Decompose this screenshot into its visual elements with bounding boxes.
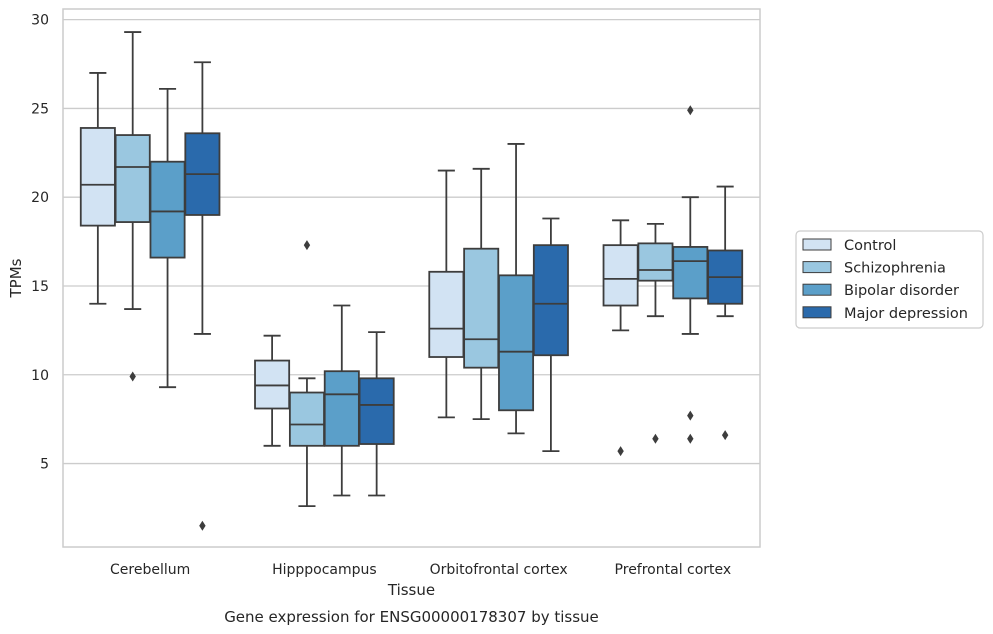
y-tick-label: 20 [31,190,49,206]
x-tick-label: Hipppocampus [272,562,377,578]
box-iqr [498,274,535,412]
legend-label: Schizophrenia [844,261,946,277]
y-tick-label: 15 [31,279,49,295]
x-axis-title: Tissue [387,581,435,599]
box-iqr [532,244,569,357]
box-plot-area [79,31,744,531]
box-1-3 [358,331,395,497]
legend-label: Major depression [844,306,968,322]
box-iqr [637,242,674,282]
plot-frame [62,8,761,548]
outlier-point [617,446,624,457]
outlier-point [687,433,694,444]
box-iqr [358,377,395,445]
y-tick-label: 5 [40,457,49,473]
legend-swatch [802,238,832,251]
outlier-point [687,410,694,421]
outlier-point [129,371,136,382]
x-tick-label: Orbitofrontal cortex [430,562,568,578]
legend: Control Schizophrenia Bipolar disorder Majo… [795,230,984,329]
box-1-2 [323,304,360,497]
outlier-point [303,240,311,251]
box-iqr [428,270,465,358]
legend-label: Bipolar disorder [844,283,959,299]
box-3-1 [637,222,674,444]
box-3-0 [602,219,639,457]
chart-caption: Gene expression for ENSG00000178307 by t… [224,608,599,626]
box-iqr [149,160,186,259]
legend-frame [795,230,984,329]
legend-label: Control [844,238,896,254]
y-axis-ticks: 5 10 15 20 25 30 [31,13,49,473]
box-iqr [79,127,116,227]
box-1-1 [288,240,325,508]
box-2-1 [463,167,500,421]
box-0-1 [114,31,151,382]
y-tick-label: 30 [31,13,49,29]
legend-swatch [802,261,832,274]
box-0-0 [79,72,116,305]
box-0-3 [184,61,221,531]
y-tick-label: 10 [31,368,49,384]
outlier-point [652,433,659,444]
x-axis-ticks: Cerebellum Hipppocampus Orbitofrontal cort… [110,562,731,578]
outlier-point [199,520,206,531]
y-tick-label: 25 [31,101,49,117]
box-2-0 [428,169,465,419]
box-iqr [672,246,709,300]
legend-swatch [802,306,832,319]
box-3-2 [672,105,709,444]
y-axis-title: TPMs [7,258,25,298]
box-iqr [323,370,360,447]
legend-swatch [802,283,832,296]
box-iqr [114,134,151,223]
box-iqr [463,247,500,369]
box-2-2 [498,143,535,435]
box-1-0 [254,334,291,447]
box-0-2 [149,88,186,389]
box-iqr [602,244,639,307]
x-tick-label: Prefrontal cortex [615,562,732,578]
box-3-3 [707,185,744,441]
outlier-point [687,105,694,116]
box-2-3 [532,217,569,453]
box-iqr [288,391,325,447]
outlier-point [721,430,729,441]
x-tick-label: Cerebellum [110,562,190,578]
